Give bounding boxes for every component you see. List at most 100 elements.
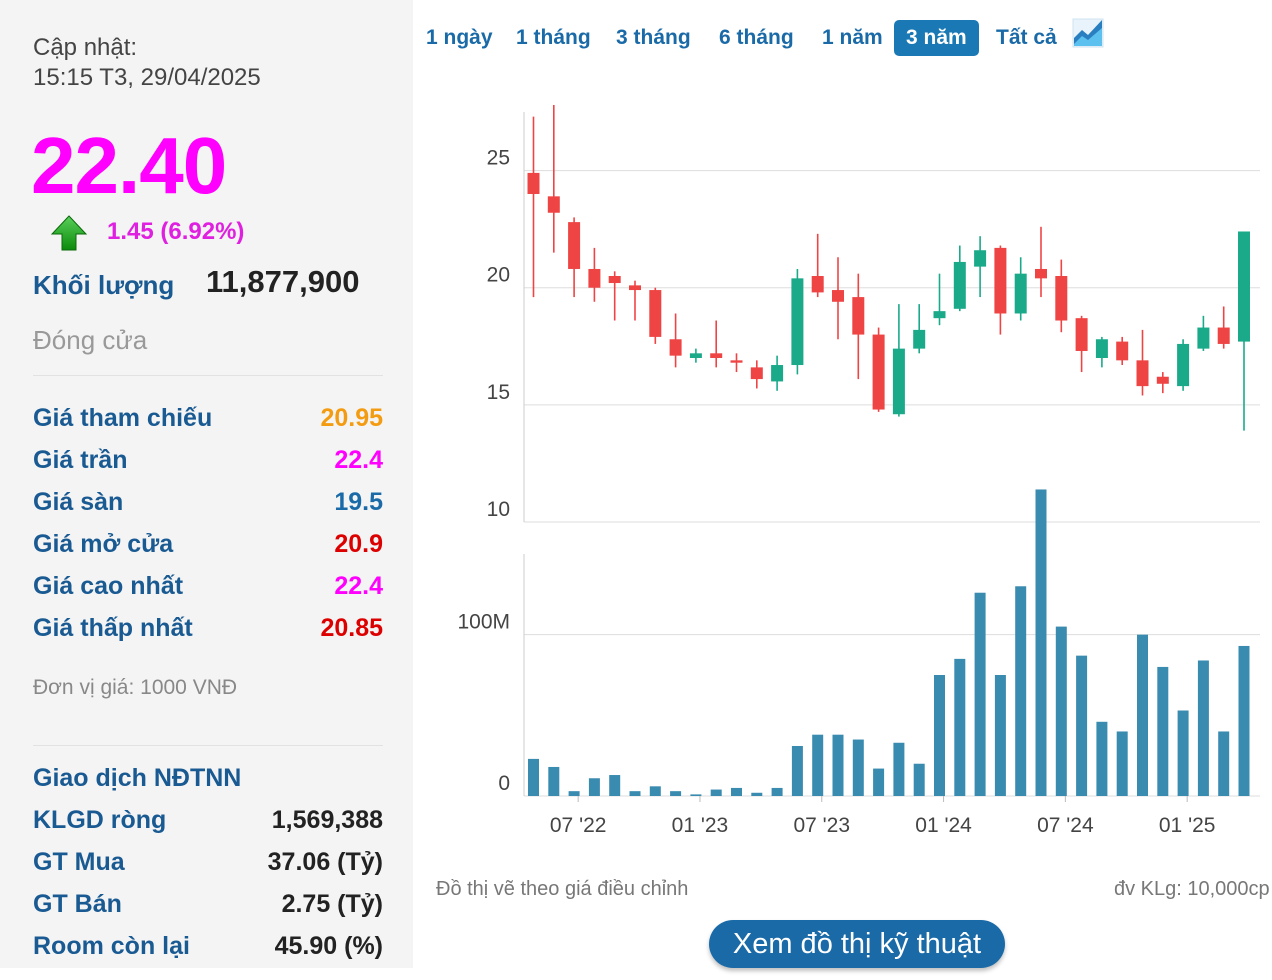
x-tick-label: 07 '22 bbox=[550, 814, 607, 837]
candle-body bbox=[527, 172, 540, 194]
stat-value: 1,569,388 bbox=[271, 806, 383, 834]
volume-tick-label: 0 bbox=[498, 772, 510, 795]
stat-value: 20.95 bbox=[320, 404, 383, 432]
x-tick-label: 07 '24 bbox=[1037, 814, 1094, 837]
stat-label: Giá trần bbox=[33, 446, 128, 474]
foreign-sell-value: GT Bán 2.75 (Tỷ) bbox=[33, 890, 383, 924]
time-range-tabs: 1 ngày 1 tháng 3 tháng 6 tháng 1 năm 3 n… bbox=[414, 18, 1114, 58]
volume-bar bbox=[1076, 655, 1088, 796]
candle-body bbox=[1217, 327, 1230, 344]
tab-all[interactable]: Tất cả bbox=[996, 26, 1057, 49]
candle-body bbox=[953, 261, 966, 309]
volume-bar bbox=[1137, 634, 1148, 796]
candle-body bbox=[588, 268, 601, 288]
candle-body bbox=[771, 365, 784, 382]
volume-bar bbox=[1238, 645, 1250, 796]
view-technical-chart-button[interactable]: Xem đồ thị kỹ thuật bbox=[709, 920, 1005, 968]
candle-body bbox=[689, 353, 702, 358]
volume-bar bbox=[1157, 666, 1169, 796]
candle-body bbox=[1035, 268, 1047, 279]
candle-body bbox=[872, 334, 885, 410]
candle-body bbox=[608, 276, 621, 284]
volume-tick-label: 100M bbox=[457, 611, 510, 634]
price-tick-label: 20 bbox=[487, 264, 510, 287]
volume-label: Khối lượng bbox=[33, 270, 175, 300]
tab-3-years[interactable]: 3 năm bbox=[894, 20, 979, 56]
divider bbox=[33, 375, 383, 376]
volume-bar bbox=[629, 791, 641, 796]
price-tick-label: 25 bbox=[487, 147, 510, 170]
stat-value: 20.9 bbox=[334, 530, 383, 558]
volume-bar bbox=[1035, 489, 1047, 796]
volume-bar bbox=[751, 792, 763, 796]
chart-note-volume-unit: đv KLg: 10,000cp bbox=[1114, 878, 1270, 900]
stat-value: 22.4 bbox=[334, 572, 383, 600]
volume-bar bbox=[1218, 731, 1230, 796]
volume-bar bbox=[649, 786, 661, 796]
price-tick-label: 10 bbox=[487, 498, 510, 521]
price-change: 1.45 (6.92%) bbox=[107, 218, 245, 245]
volume-bar bbox=[913, 763, 925, 796]
tab-1-year[interactable]: 1 năm bbox=[822, 26, 883, 49]
volume-bar bbox=[893, 742, 905, 796]
stat-value: 37.06 (Tỷ) bbox=[267, 848, 383, 876]
volume-bar bbox=[568, 791, 580, 796]
candle-body bbox=[974, 250, 987, 267]
price-volume-chart: 10 15 20 25 0 100M 07 '22 01 '23 07 '23 01 '24 07 … bbox=[457, 104, 1260, 837]
candle-body bbox=[1014, 273, 1027, 314]
x-tick-label: 07 '23 bbox=[793, 814, 850, 837]
candle-body bbox=[1156, 376, 1169, 384]
candle-body bbox=[994, 247, 1007, 314]
volume-bar bbox=[954, 658, 966, 796]
tab-1-day[interactable]: 1 ngày bbox=[426, 26, 493, 49]
volume-bar bbox=[609, 775, 621, 796]
candle-body bbox=[1055, 276, 1068, 321]
chart-note-adjusted: Đồ thị vẽ theo giá điều chỉnh bbox=[436, 878, 689, 900]
volume-bar bbox=[1055, 626, 1067, 796]
chart-type-icon[interactable] bbox=[1072, 18, 1104, 48]
tab-3-months[interactable]: 3 tháng bbox=[616, 26, 691, 49]
foreign-buy-value: GT Mua 37.06 (Tỷ) bbox=[33, 848, 383, 882]
candle-body bbox=[1197, 327, 1210, 349]
stat-ceiling-price: Giá trần 22.4 bbox=[33, 446, 383, 480]
price-unit-note: Đơn vị giá: 1000 VNĐ bbox=[33, 676, 238, 699]
volume-bar bbox=[994, 675, 1006, 796]
volume-bar bbox=[1015, 586, 1027, 796]
candle-body bbox=[1238, 231, 1250, 342]
volume-bar bbox=[548, 766, 560, 796]
volume-bar bbox=[588, 778, 600, 796]
volume-bar bbox=[731, 787, 742, 796]
stat-label: GT Mua bbox=[33, 848, 125, 876]
volume-bar bbox=[934, 675, 945, 796]
x-tick-label: 01 '24 bbox=[915, 814, 972, 837]
stat-value: 2.75 (Tỷ) bbox=[281, 890, 383, 918]
stat-reference-price: Giá tham chiếu 20.95 bbox=[33, 404, 383, 438]
current-price: 22.40 bbox=[31, 121, 227, 210]
stat-value: 22.4 bbox=[334, 446, 383, 474]
candle-body bbox=[832, 290, 844, 302]
stat-label: Giá tham chiếu bbox=[33, 404, 213, 432]
candle-body bbox=[730, 360, 743, 363]
volume-value: 11,877,900 bbox=[206, 264, 360, 299]
volume-bar bbox=[1096, 721, 1108, 796]
volume-bar bbox=[852, 739, 864, 796]
candle-body bbox=[811, 276, 824, 293]
candle-body bbox=[913, 329, 926, 349]
tab-1-month[interactable]: 1 tháng bbox=[516, 26, 591, 49]
stat-value: 45.90 (%) bbox=[274, 932, 383, 960]
x-tick-label: 01 '23 bbox=[672, 814, 729, 837]
stat-high-price: Giá cao nhất 22.4 bbox=[33, 572, 383, 606]
volume-bar bbox=[1116, 731, 1128, 796]
volume-bar bbox=[670, 791, 682, 796]
tab-6-months[interactable]: 6 tháng bbox=[719, 26, 794, 49]
candle-body bbox=[649, 290, 662, 337]
stat-label: GT Bán bbox=[33, 890, 122, 918]
candle-body bbox=[1116, 341, 1129, 361]
stat-label: Giá cao nhất bbox=[33, 572, 184, 600]
candle-body bbox=[710, 353, 723, 358]
stat-value: 20.85 bbox=[320, 614, 383, 642]
candle-body bbox=[568, 222, 581, 269]
candle-body bbox=[791, 278, 804, 366]
market-status: Đóng cửa bbox=[33, 325, 148, 355]
volume-bar bbox=[1177, 710, 1189, 796]
